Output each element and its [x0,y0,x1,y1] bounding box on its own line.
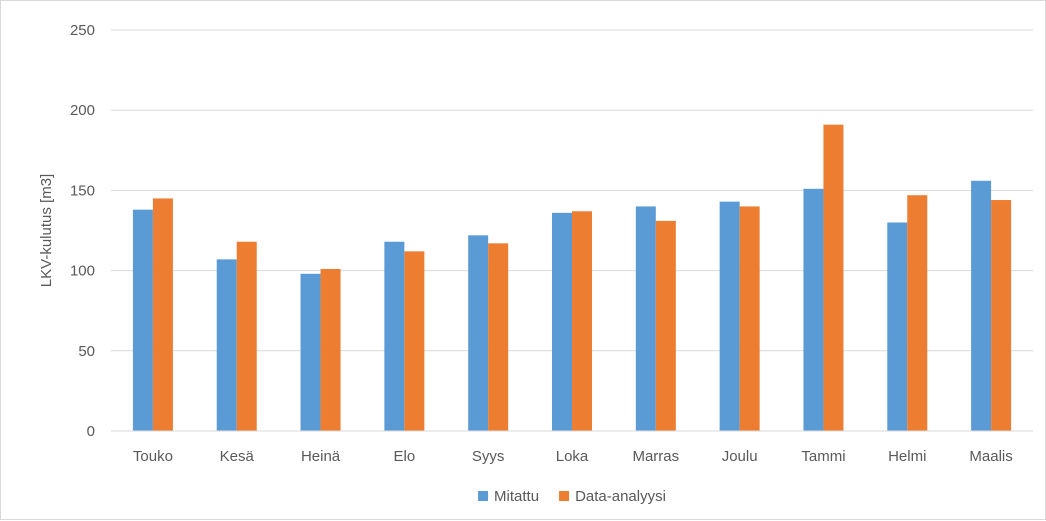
x-tick-label: Helmi [888,448,926,465]
gridlines [111,29,1033,352]
y-tick-label: 200 [70,102,95,119]
bar-mitattu-6 [635,206,656,431]
legend: Mitattu Data-analyysi [478,488,666,505]
x-tick-label: Heinä [301,448,341,465]
y-tick-label: 150 [70,182,95,199]
bar-data-analyysi-10 [991,200,1012,431]
bar-data-analyysi-1 [236,241,257,431]
bar-mitattu-1 [216,259,237,431]
bar-data-analyysi-6 [655,220,676,431]
x-tick-label: Joulu [722,448,758,465]
bar-data-analyysi-8 [823,124,844,432]
bar-mitattu-2 [300,273,321,431]
bar-mitattu-0 [132,209,153,431]
legend-swatch [559,491,570,501]
x-tick-label: Marras [632,448,679,465]
y-tick-label: 50 [78,343,95,360]
x-tick-label: Touko [133,448,173,465]
bar-data-analyysi-0 [152,198,173,431]
x-tick-label: Syys [472,448,505,465]
x-tick-label: Maalis [969,448,1012,465]
y-tick-label: 0 [87,423,95,440]
x-tick-label: Tammi [801,448,845,465]
bar-mitattu-10 [971,180,992,431]
bar-data-analyysi-9 [907,195,928,431]
bar-mitattu-3 [384,241,405,431]
x-tick-label: Elo [394,448,416,465]
y-tick-label: 100 [70,263,95,280]
x-tick-label: Loka [556,448,589,465]
legend-label: Mitattu [494,488,539,505]
y-axis-ticks: 0 50 100 150 200 250 [70,22,95,440]
bar-mitattu-8 [803,188,824,431]
legend-label: Data-analyysi [575,488,666,505]
bar-data-analyysi-2 [320,268,341,431]
bar-data-analyysi-5 [572,211,592,431]
bar-mitattu-4 [468,235,489,431]
x-tick-label: Kesä [220,448,255,465]
bars [132,124,1012,432]
y-axis-title: LKV-kulutus [m3] [38,174,55,287]
bar-mitattu-5 [552,212,572,431]
bar-mitattu-9 [887,222,908,431]
y-tick-label: 250 [70,22,95,39]
bar-mitattu-7 [719,201,740,431]
bar-data-analyysi-3 [404,251,425,431]
bar-data-analyysi-4 [488,243,509,431]
x-axis-ticks: Touko Kesä Heinä Elo Syys Loka Marras Joulu Tamm… [133,448,1013,465]
legend-swatch [478,491,489,501]
bar-data-analyysi-7 [739,206,760,431]
